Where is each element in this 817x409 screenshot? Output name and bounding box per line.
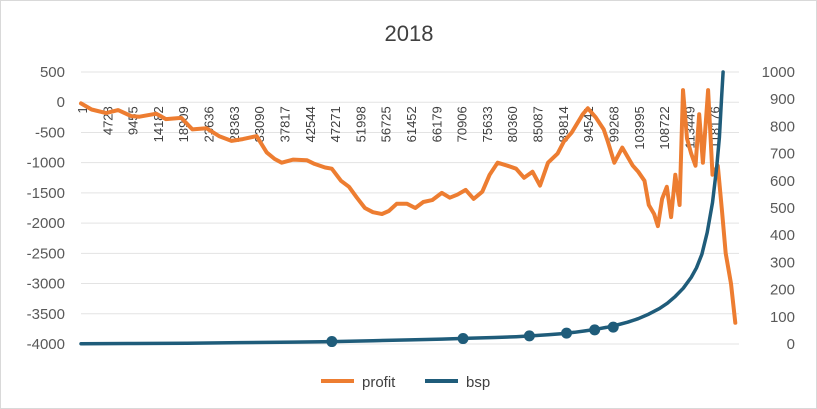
series-line-bsp	[79, 70, 725, 346]
legend-label-bsp: bsp	[466, 374, 490, 391]
left-axis-tick-label: -500	[35, 124, 65, 141]
left-axis-tick-label: -3500	[27, 306, 65, 323]
x-category-label: 66179	[429, 106, 444, 142]
x-category-label: 14182	[151, 106, 166, 142]
x-category-label: 18909	[176, 106, 191, 142]
x-category-label: 23636	[202, 106, 217, 142]
right-axis-tick-label: 800	[770, 118, 795, 135]
legend: profit bsp	[321, 374, 490, 391]
x-category-label: 28363	[227, 106, 242, 142]
x-category-label: 80360	[505, 106, 520, 142]
series-lines	[79, 70, 738, 346]
right-axis-tick-label: 200	[770, 282, 795, 299]
gridlines	[81, 71, 739, 345]
x-axis-category-labels: 1 4728 9455 14182 18909 23636 28363 33090 37817 4…	[75, 106, 723, 149]
left-axis-tick-label: -1000	[27, 155, 65, 172]
data-point-marker	[561, 327, 573, 339]
x-category-label: 47271	[328, 106, 343, 142]
data-point-marker	[607, 321, 619, 333]
x-category-label: 61452	[404, 106, 419, 142]
x-category-label: 33090	[252, 106, 267, 142]
right-axis-tick-label: 700	[770, 146, 795, 163]
right-axis-tick-label: 100	[770, 309, 795, 326]
x-category-label: 51998	[353, 106, 368, 142]
left-axis-tick-label: -4000	[27, 336, 65, 353]
x-category-label: 9455	[126, 106, 141, 135]
right-axis-tick-label: 300	[770, 254, 795, 271]
x-category-label: 99268	[606, 106, 621, 142]
chart-title: 2018	[385, 21, 434, 46]
left-axis-tick-label: 0	[57, 94, 65, 111]
data-point-marker	[589, 324, 601, 336]
x-category-label: 56725	[379, 106, 394, 142]
x-category-label: 42544	[303, 106, 318, 142]
series-markers	[326, 321, 619, 348]
left-axis-tick-label: -2500	[27, 245, 65, 262]
right-axis-tick-label: 900	[770, 91, 795, 108]
x-category-label: 75633	[480, 106, 495, 142]
left-axis-tick-label: -2000	[27, 215, 65, 232]
right-axis-tick-label: 0	[787, 336, 795, 353]
data-point-marker	[457, 333, 469, 345]
x-category-label: 37817	[277, 106, 292, 142]
series-line-profit	[79, 88, 738, 325]
left-y-axis: 500 0 -500 -1000 -1500 -2000 -2500 -3000 -3500 -4…	[27, 64, 65, 353]
left-axis-tick-label: 500	[40, 64, 65, 81]
x-category-label: 70906	[455, 106, 470, 142]
left-axis-tick-label: -3000	[27, 276, 65, 293]
legend-label-profit: profit	[362, 374, 396, 391]
x-category-label: 108722	[657, 106, 672, 149]
x-category-label: 85087	[531, 106, 546, 142]
data-point-marker	[523, 330, 535, 342]
data-point-marker	[326, 336, 338, 348]
x-category-label: 1	[75, 106, 90, 113]
x-category-label: 89814	[556, 106, 571, 142]
right-axis-tick-label: 500	[770, 200, 795, 217]
right-axis-tick-label: 400	[770, 227, 795, 244]
right-axis-tick-label: 1000	[762, 64, 795, 81]
x-category-label: 103995	[632, 106, 647, 149]
right-axis-tick-label: 600	[770, 173, 795, 190]
left-axis-tick-label: -1500	[27, 185, 65, 202]
